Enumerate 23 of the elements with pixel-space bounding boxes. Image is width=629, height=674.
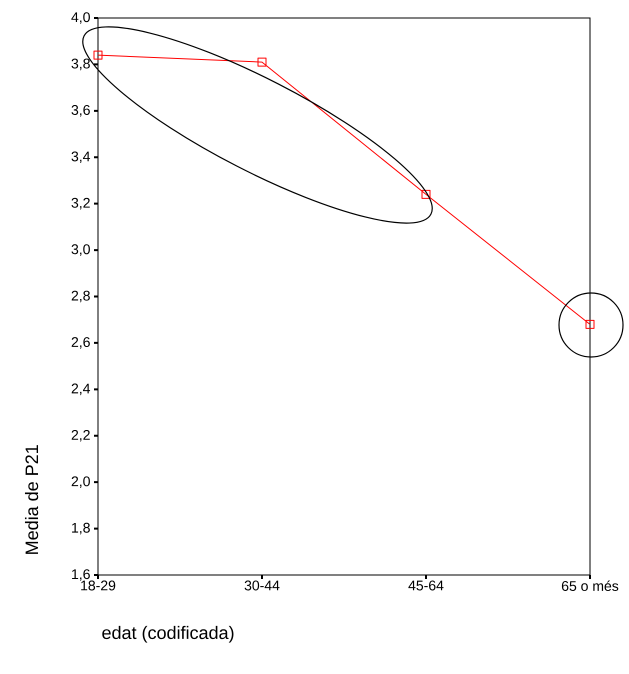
y-tick-label: 3,6	[72, 105, 90, 117]
y-tick-label: 2,0	[72, 476, 90, 488]
y-tick-label: 2,8	[72, 290, 90, 302]
y-tick-label: 3,8	[72, 58, 90, 70]
x-tick-label: 45-64	[408, 580, 444, 590]
y-tick-label: 1,6	[72, 569, 90, 581]
y-tick-label: 2,6	[72, 337, 90, 349]
y-tick-label: 3,2	[72, 198, 90, 210]
y-tick-label: 3,0	[72, 244, 90, 256]
x-axis-title: edat (codificada)	[102, 626, 234, 643]
x-tick-label: 18-29	[81, 580, 116, 590]
y-tick-label: 2,2	[72, 430, 90, 442]
y-axis-title: Media de P21	[24, 445, 38, 554]
point	[422, 190, 431, 199]
y-tick-label: 2,4	[72, 384, 90, 396]
y-tick-label: 1,8	[72, 522, 90, 534]
point	[94, 50, 102, 60]
y-tick-label: 3,4	[72, 151, 90, 164]
point	[586, 320, 595, 329]
point	[258, 58, 266, 67]
y-tick-label: 4,0	[71, 12, 90, 24]
x-tick-label: 65 o més	[562, 580, 618, 591]
x-tick-label: 30-44	[244, 580, 280, 590]
